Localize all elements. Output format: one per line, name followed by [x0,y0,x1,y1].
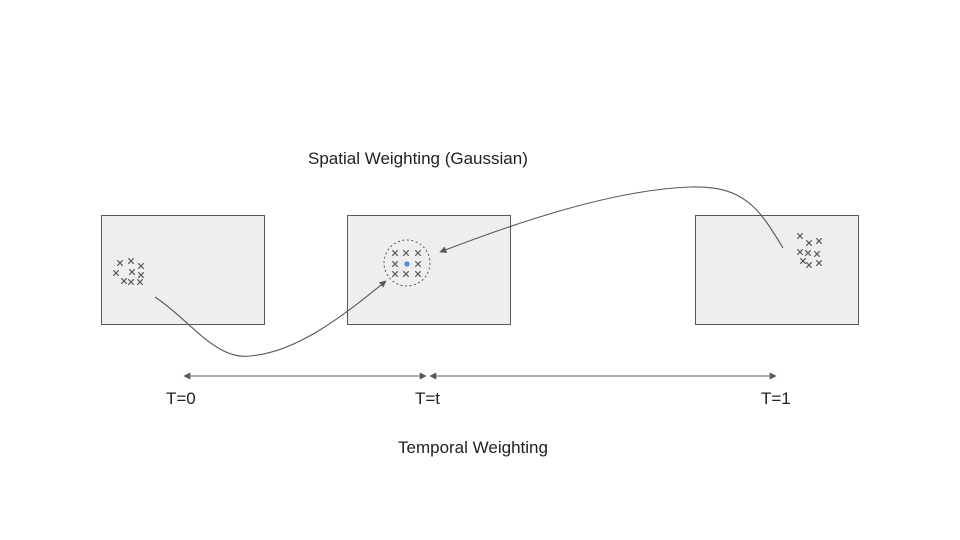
frame-tt [347,215,511,325]
x-mark [128,258,134,264]
x-mark [116,260,124,266]
x-mark [112,270,120,276]
x-mark [815,260,823,266]
x-mark [403,250,409,256]
x-mark [415,250,421,256]
x-mark [138,263,144,269]
x-mark [799,258,807,264]
gaussian-neighborhood-circle [383,239,431,287]
x-mark [815,238,823,244]
center-point [404,261,410,267]
x-mark [129,269,135,275]
x-mark [805,262,813,268]
arrow-from-t1 [439,186,784,253]
x-mark [403,271,409,277]
x-mark [415,261,421,267]
x-mark [138,272,144,278]
point-cluster-t1 [796,233,823,268]
x-mark [392,271,398,277]
x-mark [120,278,128,284]
x-mark [813,251,821,257]
time-label-tt: T=t [415,389,440,408]
arrow-from-t0 [154,280,387,357]
frame-t1 [695,215,859,325]
x-mark [392,261,398,267]
spatial-weighting-label: Spatial Weighting (Gaussian) [308,149,528,168]
temporal-weighting-label: Temporal Weighting [398,438,548,457]
x-mark [796,249,804,255]
x-mark [137,279,143,285]
x-mark [796,233,804,239]
time-label-t0: T=0 [166,389,196,408]
time-label-t1: T=1 [761,389,791,408]
x-mark [415,271,421,277]
point-cluster-t0 [112,258,144,285]
frame-t0 [101,215,265,325]
x-mark [392,250,398,256]
x-mark [805,240,813,246]
x-mark [804,250,812,256]
x-mark [128,279,134,285]
point-cluster-tt [392,250,421,277]
